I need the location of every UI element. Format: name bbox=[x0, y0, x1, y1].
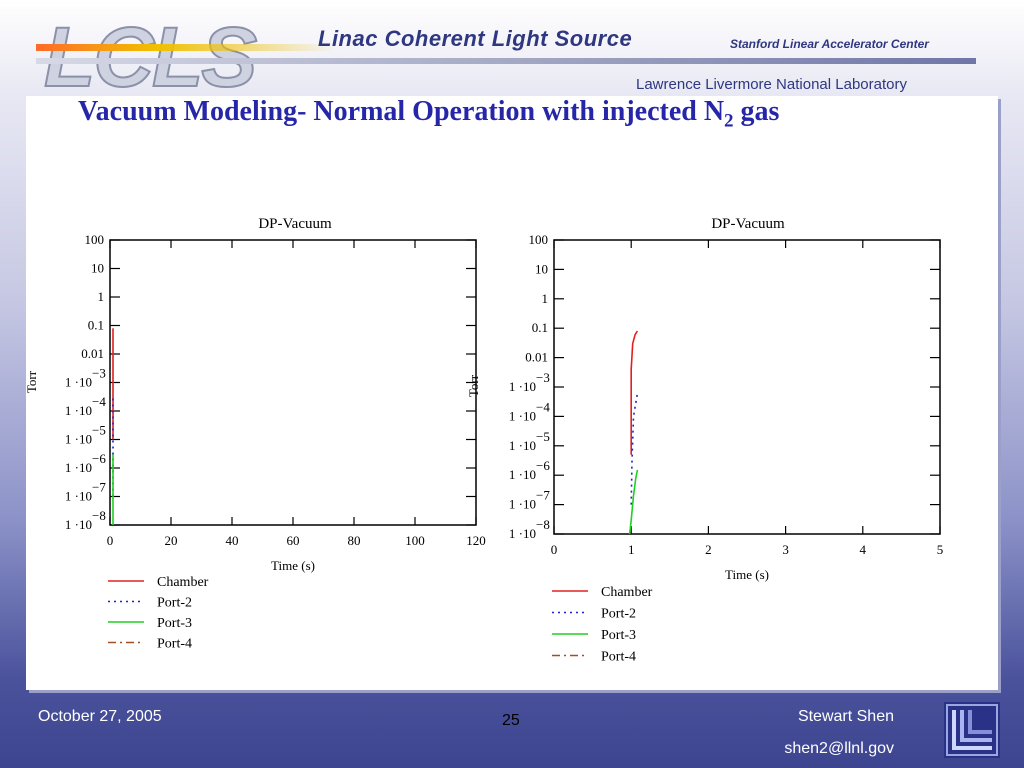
chart-title: DP-Vacuum bbox=[258, 216, 332, 232]
y-tick-exponent: −3 bbox=[92, 366, 106, 381]
footer-author: Stewart Shen bbox=[797, 708, 894, 725]
slide-title: Vacuum Modeling- Normal Operation with i… bbox=[78, 96, 780, 132]
y-tick-exponent: −6 bbox=[536, 458, 550, 473]
y-tick-label: 1 ·10 bbox=[509, 467, 536, 482]
x-tick-label: 20 bbox=[165, 533, 178, 548]
y-tick-label: 1 ·10 bbox=[65, 403, 92, 418]
x-tick-label: 2 bbox=[705, 542, 712, 557]
y-tick-label: 100 bbox=[529, 232, 549, 247]
y-tick-label: 0.1 bbox=[88, 318, 104, 333]
lcls-footer-logo-icon bbox=[944, 702, 1000, 758]
y-tick-exponent: −3 bbox=[536, 370, 550, 385]
y-tick-label: 10 bbox=[91, 261, 104, 276]
header-accent-stripe bbox=[36, 44, 336, 51]
x-tick-label: 80 bbox=[348, 533, 361, 548]
legend-label: Port-2 bbox=[157, 596, 192, 611]
footer-date: October 27, 2005 bbox=[38, 708, 162, 725]
y-tick-label: 1 ·10 bbox=[509, 526, 536, 541]
x-tick-label: 4 bbox=[860, 542, 867, 557]
y-tick-label: 0.1 bbox=[532, 320, 548, 335]
svg-text:LCLS: LCLS bbox=[44, 10, 257, 94]
header-lab: Lawrence Livermore National Laboratory bbox=[636, 76, 907, 93]
x-tick-label: 60 bbox=[287, 533, 300, 548]
y-tick-label: 1 ·10 bbox=[65, 489, 92, 504]
y-tick-label: 1 ·10 bbox=[509, 438, 536, 453]
content-panel bbox=[26, 96, 998, 690]
y-tick-label: 10 bbox=[535, 261, 548, 276]
y-tick-label: 1 ·10 bbox=[509, 497, 536, 512]
x-tick-label: 100 bbox=[405, 533, 425, 548]
y-axis-label: Torr bbox=[466, 374, 481, 397]
y-tick-exponent: −4 bbox=[92, 394, 106, 409]
y-tick-label: 1 bbox=[98, 289, 105, 304]
legend-label: Port-4 bbox=[601, 650, 636, 665]
y-tick-exponent: −5 bbox=[536, 429, 550, 444]
legend-label: Chamber bbox=[601, 585, 653, 600]
y-tick-label: 0.01 bbox=[81, 346, 104, 361]
slide-header: LCLS Linac Coherent Light Source Stanfor… bbox=[0, 0, 1024, 100]
y-tick-exponent: −5 bbox=[92, 423, 106, 438]
series-line-port-3 bbox=[628, 469, 639, 535]
x-tick-label: 1 bbox=[628, 542, 635, 557]
legend-label: Port-3 bbox=[601, 628, 636, 643]
x-axis-label: Time (s) bbox=[725, 567, 769, 582]
header-institution: Stanford Linear Accelerator Center bbox=[730, 37, 929, 51]
y-tick-label: 1 ·10 bbox=[509, 408, 536, 423]
y-tick-exponent: −8 bbox=[536, 517, 550, 532]
y-tick-label: 1 ·10 bbox=[65, 432, 92, 447]
y-tick-label: 1 ·10 bbox=[509, 379, 536, 394]
legend-label: Chamber bbox=[157, 575, 209, 590]
y-tick-exponent: −6 bbox=[92, 451, 106, 466]
x-tick-label: 3 bbox=[782, 542, 789, 557]
x-tick-label: 0 bbox=[107, 533, 114, 548]
x-tick-label: 120 bbox=[466, 533, 486, 548]
y-tick-exponent: −7 bbox=[92, 480, 106, 495]
chart-title: DP-Vacuum bbox=[711, 216, 785, 232]
y-tick-exponent: −7 bbox=[536, 488, 550, 503]
y-tick-exponent: −8 bbox=[92, 508, 106, 523]
footer-page-number: 25 bbox=[502, 712, 520, 729]
plot-frame bbox=[553, 239, 941, 535]
x-tick-label: 5 bbox=[937, 542, 944, 557]
x-tick-label: 0 bbox=[551, 542, 558, 557]
x-axis-label: Time (s) bbox=[271, 558, 315, 573]
legend-label: Port-3 bbox=[157, 616, 192, 631]
footer-email: shen2@llnl.gov bbox=[784, 740, 894, 757]
lcls-logo: LCLS bbox=[43, 9, 260, 94]
x-tick-label: 40 bbox=[226, 533, 239, 548]
y-tick-exponent: −4 bbox=[536, 399, 550, 414]
y-tick-label: 100 bbox=[85, 232, 105, 247]
y-tick-label: 1 ·10 bbox=[65, 460, 92, 475]
header-rule-stripe bbox=[36, 58, 976, 64]
series-line-chamber bbox=[630, 330, 639, 455]
y-axis-label: Torr bbox=[24, 370, 39, 393]
legend-label: Port-4 bbox=[157, 637, 192, 652]
y-tick-label: 1 ·10 bbox=[65, 517, 92, 532]
y-tick-label: 1 bbox=[542, 291, 549, 306]
legend-label: Port-2 bbox=[601, 607, 636, 622]
header-title: Linac Coherent Light Source bbox=[318, 26, 633, 51]
y-tick-label: 1 ·10 bbox=[65, 375, 92, 390]
y-tick-label: 0.01 bbox=[525, 350, 548, 365]
